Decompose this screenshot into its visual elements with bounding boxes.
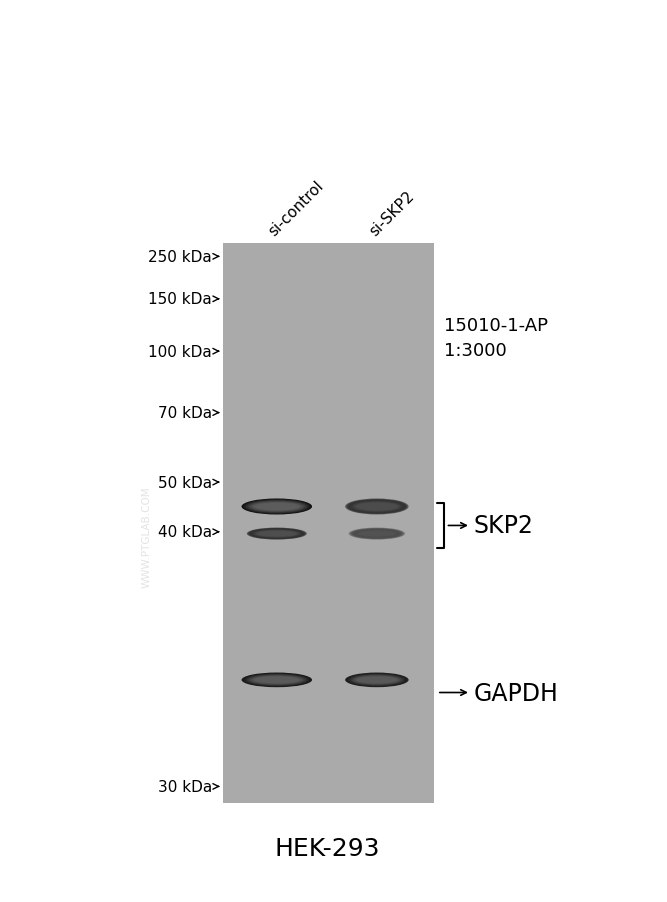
Ellipse shape <box>255 676 299 684</box>
Ellipse shape <box>252 529 301 538</box>
Ellipse shape <box>245 500 309 514</box>
Ellipse shape <box>254 530 299 538</box>
Ellipse shape <box>249 529 304 539</box>
Ellipse shape <box>257 531 297 537</box>
Bar <box>223 244 434 803</box>
Ellipse shape <box>354 676 400 685</box>
Text: 30 kDa: 30 kDa <box>158 779 212 794</box>
Ellipse shape <box>252 502 301 511</box>
Ellipse shape <box>350 501 404 513</box>
Ellipse shape <box>346 500 408 514</box>
Ellipse shape <box>241 673 312 687</box>
Ellipse shape <box>352 675 402 686</box>
Ellipse shape <box>253 676 300 684</box>
Ellipse shape <box>349 674 405 686</box>
Ellipse shape <box>247 675 306 686</box>
Text: 100 kDa: 100 kDa <box>148 345 212 359</box>
Ellipse shape <box>247 501 306 513</box>
Ellipse shape <box>350 675 404 686</box>
Text: HEK-293: HEK-293 <box>274 836 380 860</box>
Text: si-control: si-control <box>266 179 327 239</box>
Ellipse shape <box>251 502 303 512</box>
Ellipse shape <box>357 530 397 538</box>
Text: 15010-1-AP
1:3000: 15010-1-AP 1:3000 <box>444 317 548 360</box>
Ellipse shape <box>356 502 398 511</box>
Ellipse shape <box>248 529 305 539</box>
Ellipse shape <box>352 529 402 538</box>
Text: 250 kDa: 250 kDa <box>148 250 212 264</box>
Ellipse shape <box>348 500 406 514</box>
Ellipse shape <box>243 500 311 514</box>
Ellipse shape <box>352 502 402 512</box>
Ellipse shape <box>358 531 396 537</box>
Ellipse shape <box>355 529 399 538</box>
Ellipse shape <box>258 531 295 537</box>
Ellipse shape <box>243 673 311 687</box>
Ellipse shape <box>253 502 300 511</box>
Ellipse shape <box>249 502 305 512</box>
Text: 40 kDa: 40 kDa <box>158 525 212 539</box>
Text: 70 kDa: 70 kDa <box>158 406 212 420</box>
Ellipse shape <box>348 674 406 686</box>
Ellipse shape <box>354 529 400 538</box>
Ellipse shape <box>353 502 401 512</box>
Ellipse shape <box>349 501 405 513</box>
Ellipse shape <box>349 528 405 540</box>
Ellipse shape <box>345 499 409 515</box>
Ellipse shape <box>351 529 403 539</box>
Ellipse shape <box>245 674 309 686</box>
Ellipse shape <box>354 502 400 511</box>
Ellipse shape <box>358 676 396 684</box>
Ellipse shape <box>358 503 396 511</box>
Text: 50 kDa: 50 kDa <box>158 475 212 490</box>
Ellipse shape <box>247 528 307 540</box>
Ellipse shape <box>345 673 409 687</box>
Ellipse shape <box>255 503 299 511</box>
Ellipse shape <box>356 676 398 684</box>
Ellipse shape <box>251 676 303 685</box>
Ellipse shape <box>246 674 307 686</box>
Ellipse shape <box>246 501 307 513</box>
Text: 150 kDa: 150 kDa <box>148 292 212 307</box>
Text: WWW.PTGLAB.COM: WWW.PTGLAB.COM <box>142 486 151 587</box>
Ellipse shape <box>253 529 300 538</box>
Text: si-SKP2: si-SKP2 <box>366 189 417 239</box>
Ellipse shape <box>249 675 305 686</box>
Ellipse shape <box>356 530 398 538</box>
Ellipse shape <box>252 676 301 685</box>
Text: GAPDH: GAPDH <box>474 681 558 704</box>
Ellipse shape <box>251 529 303 538</box>
Ellipse shape <box>346 673 408 687</box>
Ellipse shape <box>241 499 312 515</box>
Ellipse shape <box>350 529 404 539</box>
Ellipse shape <box>353 676 401 685</box>
Ellipse shape <box>255 530 298 538</box>
Text: SKP2: SKP2 <box>474 514 534 538</box>
